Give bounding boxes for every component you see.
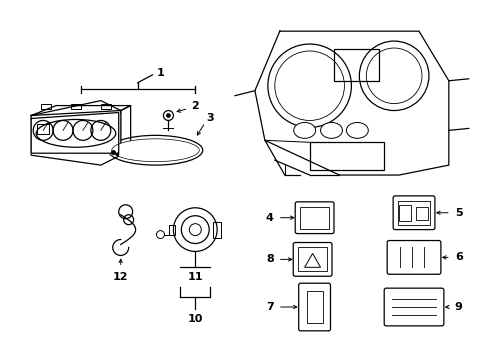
Polygon shape [31, 113, 119, 153]
Ellipse shape [346, 122, 367, 138]
Ellipse shape [293, 122, 315, 138]
Bar [213, 222, 221, 238]
Ellipse shape [108, 135, 203, 165]
Bar [37, 125, 49, 134]
Circle shape [166, 113, 170, 117]
Bar [169, 225, 175, 235]
FancyBboxPatch shape [293, 243, 331, 276]
FancyBboxPatch shape [386, 240, 440, 274]
Text: 3: 3 [206, 113, 214, 123]
Bar [398, 205, 410, 221]
Text: 9: 9 [454, 302, 462, 312]
Polygon shape [254, 31, 448, 175]
Polygon shape [31, 105, 130, 116]
FancyBboxPatch shape [298, 283, 330, 331]
Text: 2: 2 [191, 100, 199, 111]
Bar [71, 104, 81, 109]
Bar [309, 142, 384, 170]
Text: 7: 7 [265, 302, 273, 312]
Bar [300, 207, 328, 229]
Text: 6: 6 [454, 252, 462, 262]
Text: 8: 8 [265, 255, 273, 264]
Text: 11: 11 [187, 272, 203, 282]
Bar [306, 291, 322, 323]
Bar [397, 201, 429, 225]
Bar [415, 207, 427, 220]
Text: 5: 5 [454, 208, 462, 218]
Ellipse shape [320, 122, 342, 138]
Bar [298, 247, 326, 271]
Bar [334, 49, 379, 81]
Ellipse shape [36, 120, 116, 147]
Text: 1: 1 [156, 68, 164, 78]
Ellipse shape [112, 139, 199, 162]
Polygon shape [121, 105, 130, 155]
Polygon shape [31, 100, 121, 165]
Text: 10: 10 [187, 314, 203, 324]
Text: 12: 12 [113, 272, 128, 282]
Text: 4: 4 [265, 213, 273, 223]
Bar [41, 104, 51, 109]
FancyBboxPatch shape [392, 196, 434, 230]
FancyBboxPatch shape [384, 288, 443, 326]
Bar [101, 104, 111, 109]
FancyBboxPatch shape [295, 202, 333, 234]
